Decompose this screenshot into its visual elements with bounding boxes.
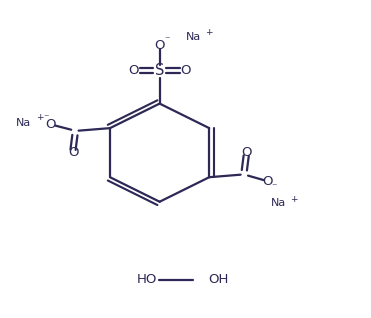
Text: O: O	[68, 146, 78, 159]
Text: O: O	[46, 118, 56, 131]
Text: O: O	[154, 39, 165, 52]
Text: ⁻: ⁻	[164, 36, 170, 45]
Text: Na: Na	[186, 32, 201, 42]
Text: OH: OH	[209, 273, 229, 287]
Text: HO: HO	[137, 273, 157, 287]
Text: +: +	[206, 28, 213, 37]
Text: Na: Na	[16, 118, 31, 128]
Text: O: O	[241, 146, 252, 159]
Text: O: O	[128, 64, 139, 77]
Text: Na: Na	[271, 198, 286, 209]
Text: ⁻: ⁻	[44, 113, 49, 123]
Text: +: +	[36, 113, 43, 122]
Text: +: +	[290, 195, 298, 204]
Text: O: O	[180, 64, 191, 77]
Text: O: O	[262, 176, 273, 189]
Text: S: S	[155, 63, 164, 78]
Text: ⁻: ⁻	[271, 183, 277, 193]
